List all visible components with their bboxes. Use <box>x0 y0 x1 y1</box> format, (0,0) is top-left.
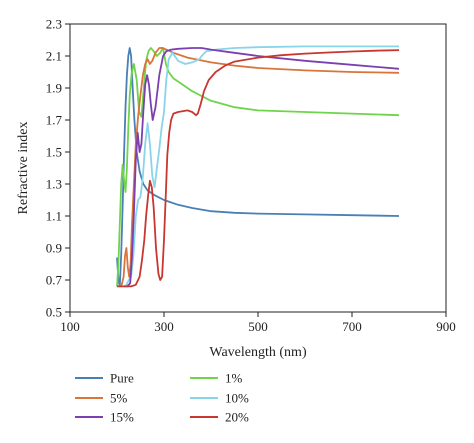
legend-label-1pct: 1% <box>225 371 243 386</box>
legend-label-pure: Pure <box>110 371 134 386</box>
legend: Pure 1% 5% 10% 15% 20% <box>75 371 249 425</box>
x-tick-label: 100 <box>60 319 80 334</box>
y-axis-title: Refractive index <box>16 122 31 215</box>
x-axis-title: Wavelength (nm) <box>209 345 307 360</box>
y-tick-label: 1.9 <box>46 81 62 96</box>
y-tick-label: 1.7 <box>46 113 63 128</box>
series-layer <box>116 45 400 288</box>
legend-label-5pct: 5% <box>110 391 128 406</box>
x-tick-label: 300 <box>154 319 174 334</box>
legend-label-10pct: 10% <box>225 391 249 406</box>
series-line-10pct <box>123 45 399 288</box>
series-line-pure <box>116 47 400 288</box>
series-line-15pct <box>124 47 400 288</box>
x-axis-ticks: 100 300 500 700 900 <box>60 312 456 334</box>
y-tick-label: 2.3 <box>46 17 62 32</box>
y-tick-label: 0.5 <box>46 305 62 320</box>
x-tick-label: 900 <box>436 319 456 334</box>
y-tick-label: 0.7 <box>46 273 63 288</box>
series-line-20pct <box>117 49 400 288</box>
y-tick-label: 0.9 <box>46 241 62 256</box>
y-tick-label: 1.3 <box>46 177 62 192</box>
series-line-5pct <box>118 47 400 288</box>
legend-label-20pct: 20% <box>225 410 249 425</box>
y-tick-label: 1.1 <box>46 209 62 224</box>
x-tick-label: 500 <box>248 319 268 334</box>
series-line-1pct <box>116 47 400 287</box>
y-tick-label: 2.1 <box>46 49 62 64</box>
y-axis-ticks: 0.5 0.7 0.9 1.1 1.3 1.5 1.7 1.9 2.1 2.3 <box>46 17 70 320</box>
legend-label-15pct: 15% <box>110 410 134 425</box>
y-tick-label: 1.5 <box>46 145 62 160</box>
x-tick-label: 700 <box>342 319 362 334</box>
